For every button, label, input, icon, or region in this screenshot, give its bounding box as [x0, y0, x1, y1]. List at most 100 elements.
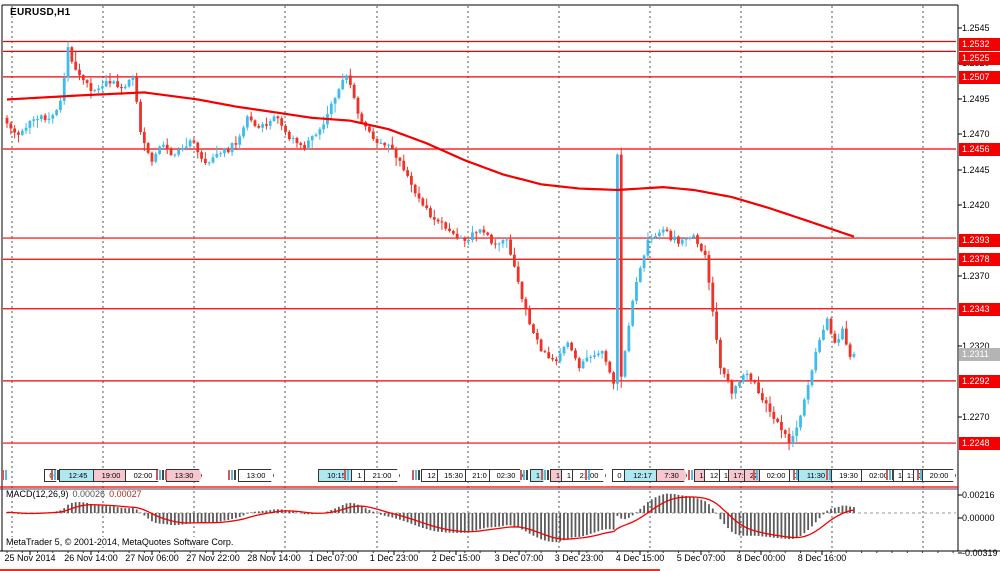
candle-body [539, 339, 543, 352]
candle-body [345, 75, 348, 80]
indicator-name-label: MACD(12,26,9) [6, 489, 69, 499]
candle-body [520, 281, 524, 300]
candle-body [284, 125, 287, 132]
time-axis-label: 25 Nov 2014 [4, 553, 56, 563]
candle-body [780, 421, 783, 431]
indicator-value-main: 0.00026 [72, 489, 106, 499]
candle-body [673, 236, 677, 241]
candle-body [768, 403, 772, 412]
marker-tick [544, 470, 546, 480]
candle-body [215, 153, 219, 158]
trade-time-tag[interactable]: 1 [351, 469, 368, 482]
candle-body [688, 237, 692, 239]
marker-tick [688, 470, 690, 480]
price-axis-tick-label: 1.2545 [962, 23, 990, 33]
candle-body [764, 400, 768, 404]
price-level-label: 1.2456 [959, 143, 1000, 156]
time-axis-label: 28 Nov 14:00 [247, 553, 301, 563]
trade-time-tag[interactable]: 7:30 [656, 469, 687, 482]
candle-body [337, 89, 341, 99]
trade-time-tag[interactable]: 10:15 [318, 469, 355, 482]
trade-time-tag[interactable]: 19:30 [831, 469, 866, 482]
trade-time-tag[interactable]: 02:30 [489, 469, 523, 482]
candle-body [280, 118, 284, 126]
candle-body [741, 375, 745, 383]
candle-body [719, 339, 722, 369]
candle-body [120, 87, 123, 89]
trade-time-tag[interactable]: 21:00 [364, 469, 400, 482]
candle-body [654, 236, 657, 238]
candle-body [802, 399, 806, 416]
candle-body [223, 148, 226, 154]
candle-body [192, 140, 196, 143]
marker-tick [418, 470, 420, 480]
candle-body [322, 124, 326, 130]
candle-body [532, 324, 535, 333]
time-axis-label: 27 Nov 22:00 [186, 553, 240, 563]
candle-body [169, 149, 173, 156]
trade-time-tag[interactable]: 15:30 [437, 469, 470, 482]
trade-time-tag[interactable]: 13:30 [166, 469, 202, 482]
candle-body [154, 153, 158, 162]
marker-tick [347, 470, 349, 480]
candle-body [162, 144, 165, 147]
candle-body [150, 152, 154, 162]
candle-body [13, 128, 17, 133]
marker-tick [51, 470, 53, 480]
candle-body [47, 118, 51, 120]
candle-body [78, 69, 81, 76]
candle-body [402, 160, 406, 171]
trade-time-tag[interactable]: 02:00 [759, 469, 793, 482]
candle-body [677, 236, 680, 244]
candle-body [749, 373, 753, 382]
candle-body [524, 299, 528, 309]
candle-body [295, 138, 299, 144]
trade-time-tag[interactable]: 13:00 [238, 469, 274, 482]
marker-tick [231, 470, 233, 480]
candle-body [257, 126, 261, 128]
trade-time-tag[interactable]: 19:00 [93, 469, 129, 482]
candle-body [501, 240, 505, 244]
candle-body [291, 138, 295, 140]
candle-body [371, 131, 375, 140]
candle-body [482, 229, 486, 233]
candle-body [146, 143, 150, 153]
candle-body [844, 328, 848, 345]
candle-body [177, 149, 181, 155]
candle-body [535, 332, 539, 340]
candle-body [306, 140, 310, 149]
candle-body [55, 110, 58, 116]
candle-body [32, 119, 36, 121]
candle-body [738, 382, 741, 387]
candle-body [318, 129, 322, 135]
candle-body [512, 254, 516, 267]
candle-body [467, 240, 471, 242]
candle-body [474, 232, 478, 234]
indicator-label-row: MACD(12,26,9) 0.00026 0.00027 [6, 489, 142, 499]
trade-time-tag[interactable]: 12:45 [59, 469, 97, 482]
candle-body [249, 116, 253, 121]
candle-body [436, 219, 440, 222]
candle-body [570, 342, 574, 351]
candle-body [203, 158, 207, 164]
candle-body [699, 243, 703, 251]
candle-body [234, 143, 238, 145]
candle-body [184, 146, 188, 148]
candle-body [635, 281, 638, 301]
candle-body [123, 86, 127, 89]
candle-body [638, 268, 642, 282]
candle-body [581, 361, 585, 369]
candle-body [593, 355, 596, 357]
candle-body [799, 415, 802, 428]
trade-time-tag[interactable]: 20:00 [922, 469, 956, 482]
candle-body [814, 351, 818, 371]
price-axis-tick-label: 1.2495 [962, 94, 990, 104]
price-axis-tick-label: 1.2370 [962, 271, 990, 281]
candle-body [596, 353, 600, 356]
trade-time-tag[interactable]: 12:17 [624, 469, 661, 482]
candle-body [375, 139, 379, 144]
candle-body [619, 154, 623, 377]
time-axis-label: 8 Dec 16:00 [797, 553, 847, 563]
candle-body [9, 123, 13, 129]
